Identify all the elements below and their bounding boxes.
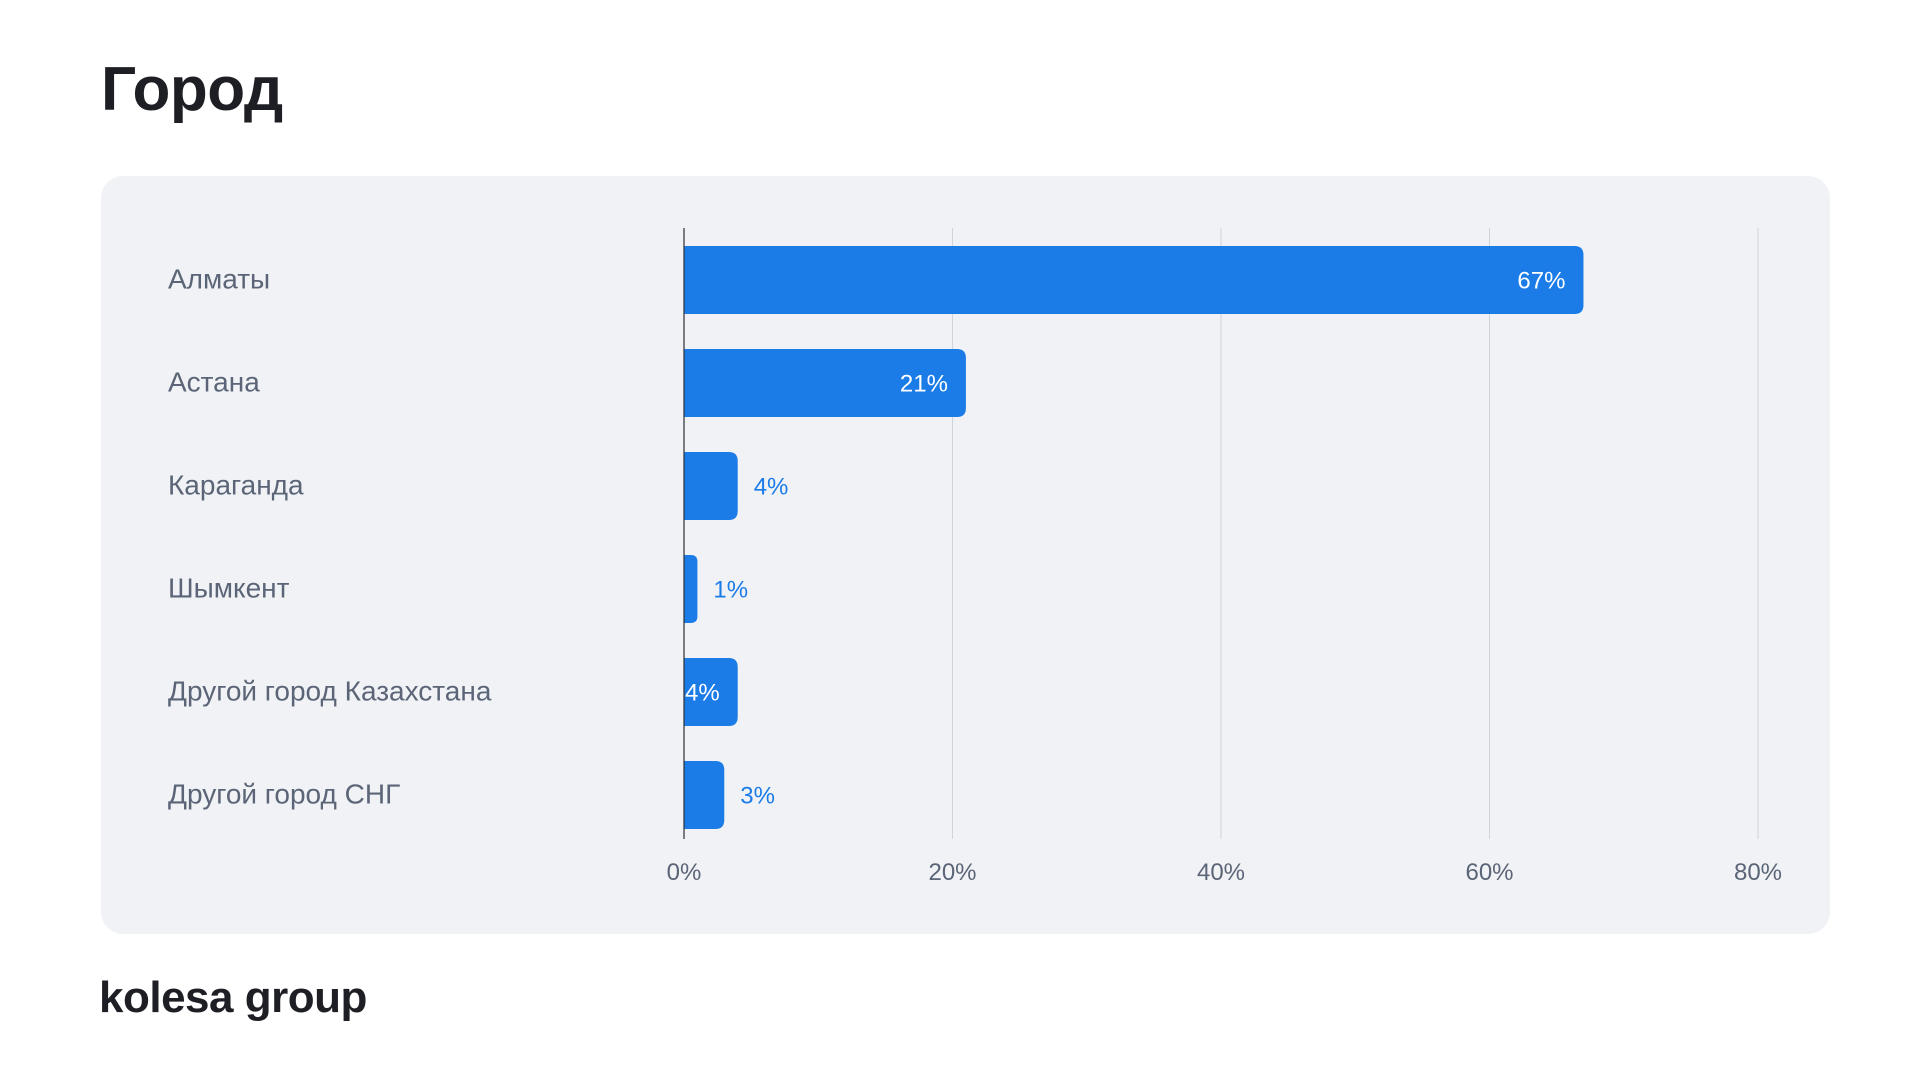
page-title: Город <box>101 55 283 124</box>
value-label: 4% <box>685 679 720 706</box>
bar-1 <box>684 246 1584 314</box>
bar-4 <box>684 555 698 623</box>
x-tick-label: 0% <box>667 859 702 886</box>
category-label: Другой город Казахстана <box>168 675 492 706</box>
value-label: 4% <box>754 473 789 500</box>
x-tick-label: 20% <box>928 859 976 886</box>
bar-chart: Алматы 67% Астана 21% Караганда 4% Шымкент 1% Др… <box>168 228 1782 886</box>
x-tick-label: 40% <box>1197 859 1245 886</box>
category-label: Другой город СНГ <box>168 778 400 809</box>
kolesa-group-logo: kolesa group <box>99 973 367 1022</box>
value-label: 1% <box>713 576 748 603</box>
x-tick-label: 60% <box>1465 859 1513 886</box>
category-label: Астана <box>168 366 260 397</box>
category-label: Алматы <box>168 263 270 294</box>
value-label: 21% <box>900 370 948 397</box>
chart-card: Алматы 67% Астана 21% Караганда 4% Шымкент 1% Др… <box>101 176 1830 934</box>
bar-3 <box>684 452 738 520</box>
category-label: Караганда <box>168 469 304 500</box>
value-label: 3% <box>740 782 775 809</box>
category-label: Шымкент <box>168 572 290 603</box>
bar-5 <box>684 658 738 726</box>
bar-2 <box>684 349 966 417</box>
value-label: 67% <box>1517 267 1565 294</box>
bar-6 <box>684 761 725 829</box>
x-tick-label: 80% <box>1734 859 1782 886</box>
